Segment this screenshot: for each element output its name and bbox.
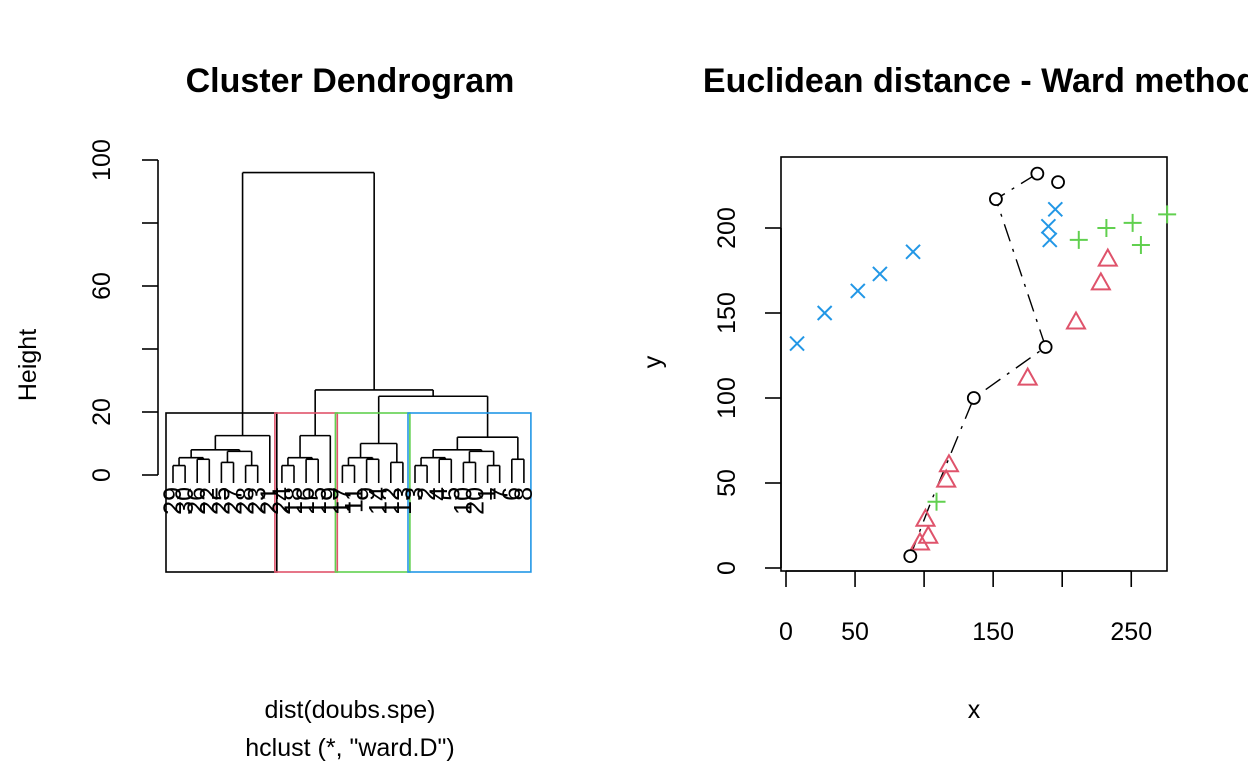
dendrogram-leaf-label: 26 [183,487,211,515]
dendrogram-leaf-label: 10 [449,487,477,515]
scatter-point-plus [1123,213,1142,232]
scatter-point-plus [1131,236,1150,254]
scatter-point-circle [903,549,918,563]
scatter-point-triangle [935,468,957,488]
dendrogram-leaf-label: 16 [292,487,320,515]
scatter-title: Euclidean distance - Ward method [703,62,1248,100]
scatter-y-tick-label: 150 [713,292,741,334]
dendrogram-y-tick-label: 0 [88,468,116,482]
dendrogram-leaf-label: 24 [268,487,296,515]
dendrogram-leaf-label: 1 [474,487,502,501]
dendrogram-leaf-label: 27 [220,487,248,515]
scatter-point-plus [1097,219,1116,237]
dendrogram-tree [172,171,525,483]
scatter-point-circle [1051,175,1065,190]
dendrogram-leaf-label: 5 [437,487,465,501]
dendrogram-leaf-label: 17 [328,487,356,515]
dendrogram-leaf-label: 7 [486,487,514,501]
dendrogram-leaf-label: 12 [377,487,405,515]
dendrogram-cluster-box [334,412,411,573]
scatter-point-plus [1069,230,1088,249]
dendrogram-y-tick-label: 60 [88,272,116,300]
dendrogram-leaf-label: 25 [207,487,235,515]
scatter-point-plus [1158,205,1177,224]
scatter-point-triangle [938,453,960,473]
scatter-point-triangle [914,507,937,527]
dendrogram-leaf-label: 14 [365,487,393,515]
dendrogram-leaf-label: 9 [353,487,381,501]
scatter-point-circle [989,192,1003,207]
dendrogram-cluster-box [407,412,532,573]
dendrogram-leaf-label: 3 [401,487,429,501]
scatter-point-x [872,266,888,282]
dendrogram-leaf-label: 13 [389,487,417,515]
dendrogram-leaf-label: 19 [316,487,344,515]
dendrogram-leaf-label: 23 [244,487,272,515]
scatter-point-x [789,335,805,352]
scatter-xlabel: x [968,696,981,724]
dendrogram-leaf-label: 22 [195,487,223,515]
scatter-x-tick-label: 150 [972,618,1014,646]
dendrogram-leaf-label: 21 [256,487,284,515]
scatter-point-triangle [1097,247,1119,267]
scatter-point-circle [1038,340,1053,354]
scatter-x-tick-label: 0 [779,618,793,646]
dendrogram-sublabel: hclust (*, "ward.D") [245,734,454,762]
scatter-point-plus [927,492,946,511]
scatter-point-circle [966,391,981,405]
dendrogram-leaf-label: 6 [498,487,526,501]
scatter-point-x [905,244,921,260]
dendrogram-leaf-label: 28 [232,487,260,515]
dendrogram-leaf-label: 18 [280,487,308,515]
scatter-point-triangle [917,524,939,544]
dendrogram-leaf-label: 20 [462,487,490,515]
scatter-point-triangle [1065,310,1087,330]
scatter-ylabel: y [639,355,667,368]
dendrogram-y-tick-label: 20 [88,398,116,426]
scatter-point-x [1042,232,1058,248]
scatter-point-triangle [909,531,931,551]
scatter-connecting-path [909,173,1047,557]
dendrogram-leaf-labels: 2930262225272823212418161519171191412133… [159,487,538,515]
scatter-points [789,166,1177,563]
scatter-point-x [816,305,833,321]
scatter-y-tick-label: 100 [713,377,741,419]
dendrogram-ylabel: Height [14,329,42,401]
scatter-point-x [850,283,866,299]
dendrogram-cluster-box [274,412,339,573]
scatter-path-line [909,173,1047,557]
scatter-axes: 0 50 150 250 0 50 100 150 200 [713,207,1152,646]
dendrogram-leaf-label: 11 [341,487,369,513]
scatter-point-x [1047,201,1064,218]
dendrogram-leaf-label: 8 [510,487,538,501]
scatter-y-tick-label: 200 [713,207,741,249]
dendrogram-leaf-label: 4 [425,487,453,501]
scatter-plot-box [780,156,1168,572]
scatter-point-triangle [1090,271,1112,291]
dendrogram-y-tick-label: 100 [88,139,116,181]
dendrogram-leaf-label: 15 [304,487,332,515]
scatter-x-tick-label: 250 [1110,618,1152,646]
dendrogram-panel: Cluster Dendrogram Height dist(doubs.spe… [14,62,538,762]
scatter-y-tick-label: 50 [713,469,741,497]
dendrogram-title: Cluster Dendrogram [186,62,515,100]
dendrogram-y-axis: 0 20 60 100 [88,139,159,482]
dendrogram-leaf-label: 2 [413,487,441,501]
dendrogram-leaf-label: 30 [171,487,199,515]
scatter-point-x [1040,218,1057,235]
dendrogram-cluster-boxes [165,412,532,573]
scatter-x-tick-label: 50 [841,618,869,646]
scatter-point-triangle [1016,366,1039,386]
dendrogram-xlabel: dist(doubs.spe) [265,696,436,724]
dendrogram-cluster-box [165,412,278,573]
dendrogram-leaf-label: 29 [159,487,187,515]
scatter-panel: Euclidean distance - Ward method x y 0 50… [639,62,1248,724]
scatter-y-tick-label: 0 [713,561,741,575]
scatter-point-circle [1030,166,1045,181]
